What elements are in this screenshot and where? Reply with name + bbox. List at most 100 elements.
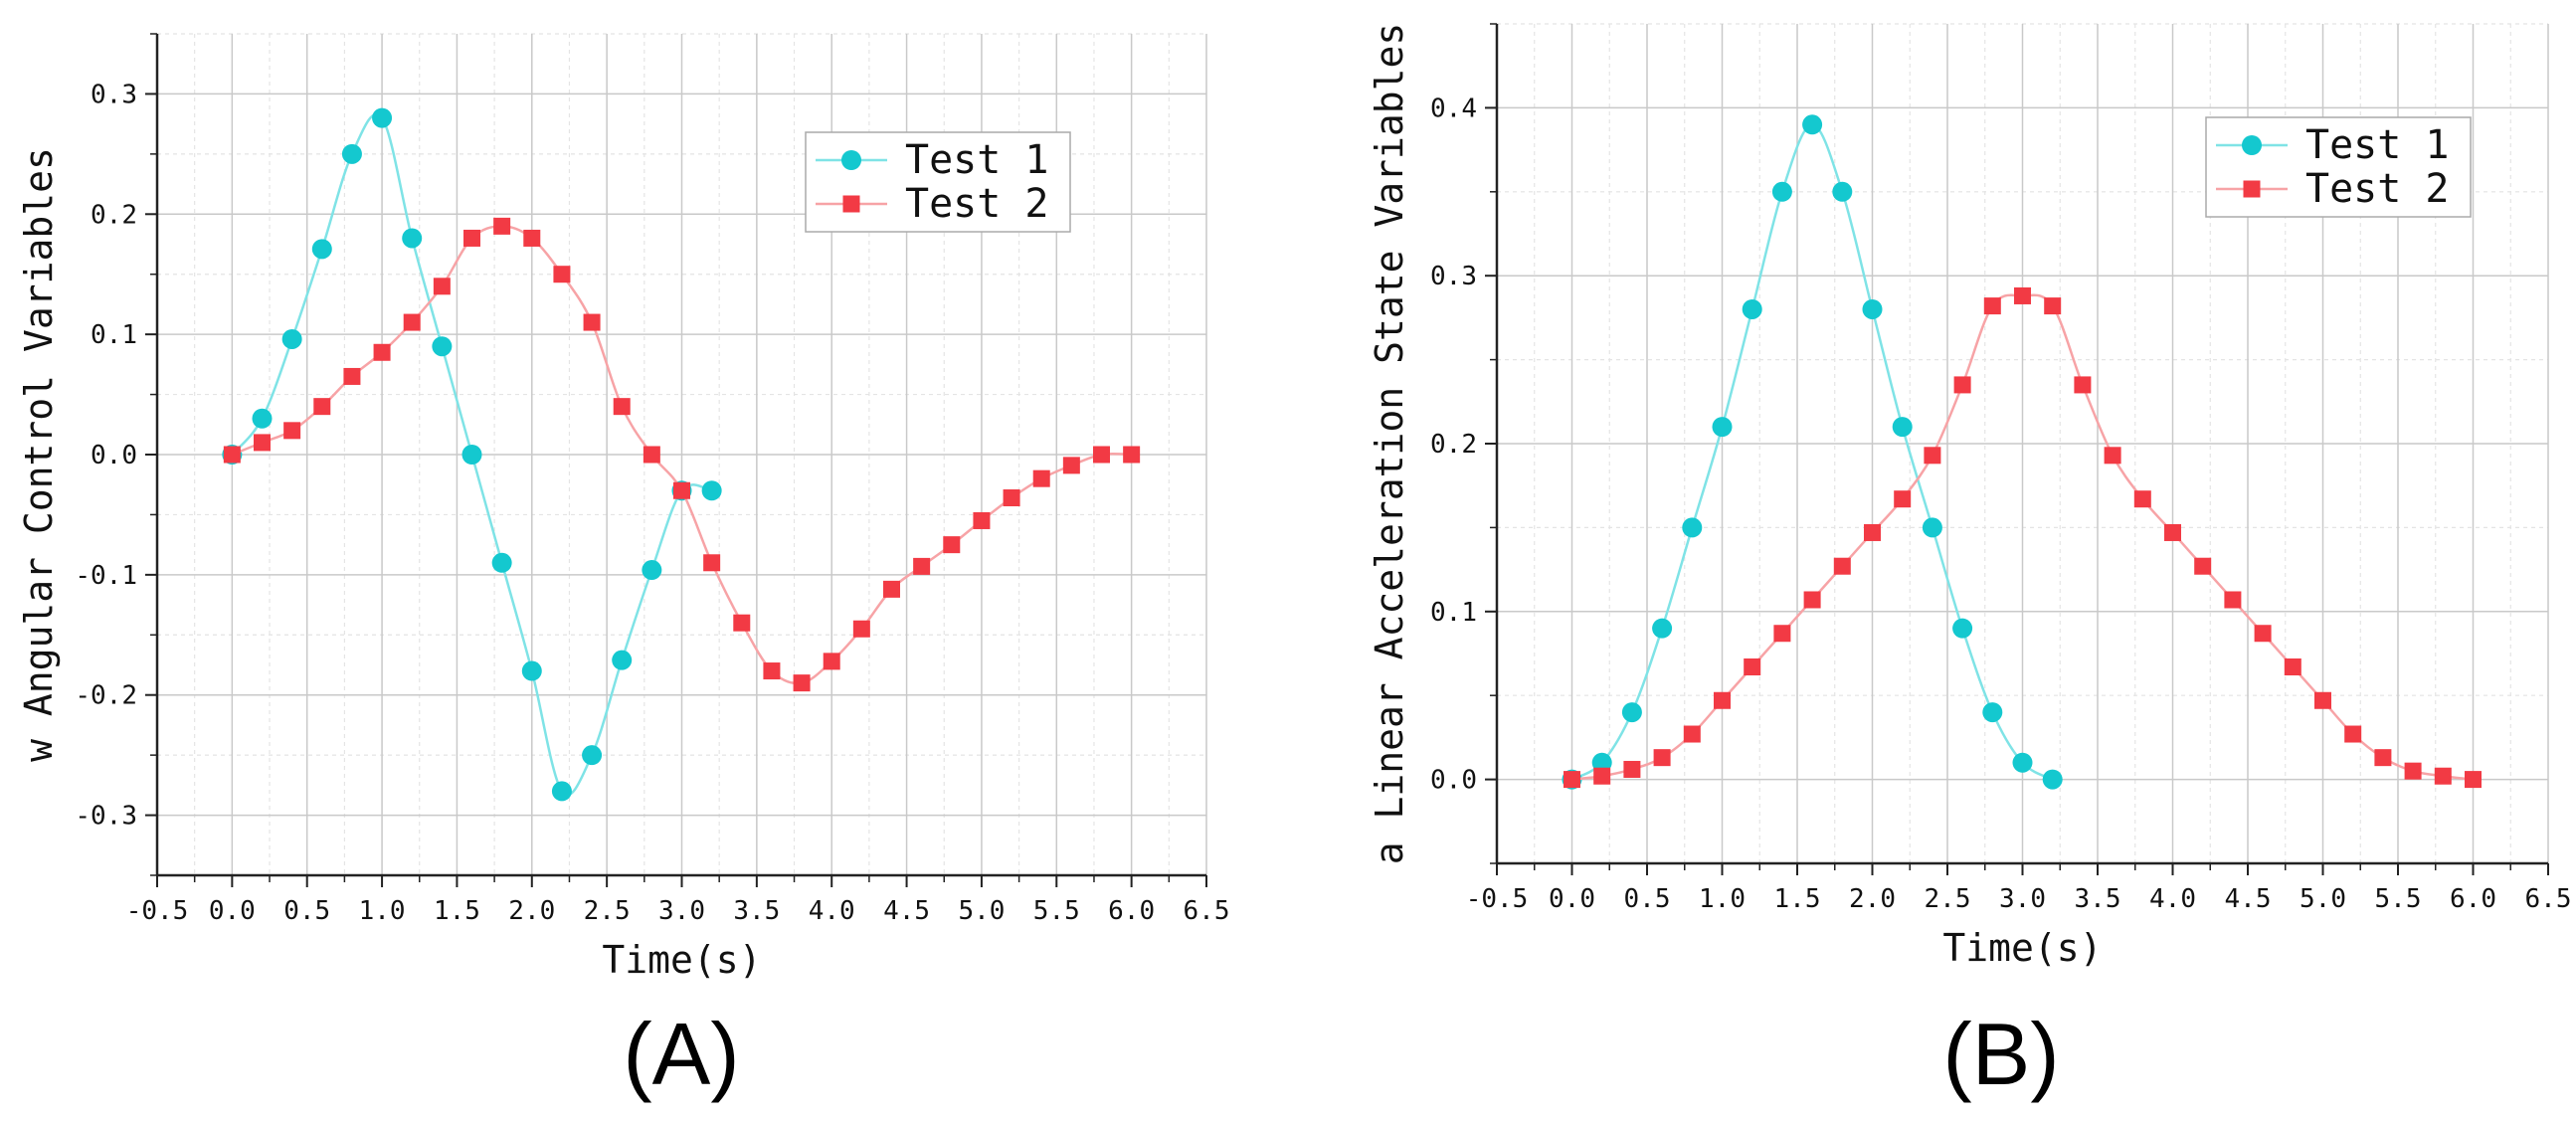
data-point xyxy=(1862,298,1883,319)
data-point xyxy=(1922,517,1942,538)
y-tick-label: 0.3 xyxy=(91,80,137,109)
data-point xyxy=(1742,298,1762,319)
data-point xyxy=(763,662,781,680)
data-point xyxy=(551,781,572,802)
data-point xyxy=(1892,417,1913,438)
data-point xyxy=(2194,557,2212,575)
data-point xyxy=(1803,591,1821,609)
data-point xyxy=(1593,767,1611,785)
y-tick-label: -0.2 xyxy=(75,681,137,711)
x-tick-label: 2.0 xyxy=(508,896,555,926)
legend-marker xyxy=(2242,135,2262,155)
data-point xyxy=(643,446,660,464)
data-point xyxy=(2404,762,2422,780)
x-tick-label: 3.0 xyxy=(1999,884,2046,914)
x-tick-label: 5.0 xyxy=(2300,884,2346,914)
data-point xyxy=(1653,749,1671,767)
y-tick-label: 0.4 xyxy=(1430,94,1477,123)
x-tick-label: 6.0 xyxy=(2450,884,2496,914)
data-point xyxy=(311,239,332,260)
data-point xyxy=(2044,297,2062,315)
data-point xyxy=(1894,490,1912,508)
data-point xyxy=(521,660,542,681)
data-point xyxy=(372,107,393,128)
legend-label: Test 2 xyxy=(2305,166,2450,212)
data-point xyxy=(432,336,453,357)
data-point xyxy=(2133,490,2151,508)
data-point xyxy=(343,367,361,385)
data-point xyxy=(1683,725,1701,743)
data-point xyxy=(1623,760,1641,778)
data-point xyxy=(1983,297,2001,315)
data-point xyxy=(403,313,421,331)
data-point xyxy=(313,398,331,416)
data-point xyxy=(943,536,961,554)
x-tick-label: 3.5 xyxy=(733,896,780,926)
x-tick-label: 4.0 xyxy=(809,896,855,926)
x-tick-label: 4.5 xyxy=(883,896,930,926)
ticks: -0.5 0.0 0.5 1.0 1.5 2.0 2.5 3.0 3.5 4.0 4.5 5.0 5.5… xyxy=(1430,23,2571,914)
data-point xyxy=(283,422,301,440)
data-point xyxy=(612,650,633,670)
data-point xyxy=(2434,767,2452,785)
x-tick-label: 5.0 xyxy=(958,896,1005,926)
y-tick-label: 0.0 xyxy=(1430,766,1477,796)
data-point xyxy=(1682,517,1703,538)
data-point xyxy=(2104,447,2121,465)
x-tick-label: 2.0 xyxy=(1849,884,1896,914)
x-tick-label: 1.5 xyxy=(434,896,480,926)
data-point xyxy=(701,480,722,501)
data-point xyxy=(1564,771,1580,789)
data-point xyxy=(553,266,571,283)
data-point xyxy=(2314,691,2331,709)
data-point xyxy=(2344,725,2362,743)
x-tick-label: 2.5 xyxy=(1925,884,1971,914)
chart-panel-b: -0.5 0.0 0.5 1.0 1.5 2.0 2.5 3.0 3.5 4.0 4.5 5.0 5.5… xyxy=(1368,23,2571,1103)
data-point xyxy=(341,143,362,164)
data-point xyxy=(1032,469,1050,487)
data-point xyxy=(1924,447,1941,465)
x-tick-label: 1.0 xyxy=(1699,884,1746,914)
data-point xyxy=(973,511,991,529)
x-tick-label: 4.0 xyxy=(2149,884,2196,914)
data-point xyxy=(913,557,931,575)
data-point xyxy=(491,552,512,573)
data-point xyxy=(642,560,662,581)
minor-grid xyxy=(157,33,1206,876)
y-tick-label: 0.2 xyxy=(1430,430,1477,460)
series-1 xyxy=(1562,114,2063,790)
data-point xyxy=(402,228,423,249)
data-point xyxy=(1953,376,1971,394)
data-point xyxy=(1123,446,1141,464)
x-axis-title: Time(s) xyxy=(1942,926,2102,970)
x-tick-label: 2.5 xyxy=(584,896,631,926)
data-point xyxy=(2254,625,2272,643)
x-tick-label: 5.5 xyxy=(2375,884,2422,914)
legend-marker xyxy=(842,195,860,213)
x-tick-label: 0.0 xyxy=(209,896,256,926)
data-point xyxy=(493,217,511,235)
data-point xyxy=(1802,114,1823,135)
data-point xyxy=(1714,691,1731,709)
major-grid xyxy=(1496,24,2549,863)
data-point xyxy=(2465,771,2482,789)
data-point xyxy=(1832,181,1853,202)
data-point xyxy=(1744,658,1761,676)
y-tick-label: 0.1 xyxy=(91,320,137,350)
data-point xyxy=(2164,523,2181,541)
data-point xyxy=(1771,181,1792,202)
data-point xyxy=(703,554,721,572)
x-tick-label: 1.0 xyxy=(359,896,406,926)
data-point xyxy=(1621,702,1642,723)
data-point xyxy=(1712,417,1733,438)
x-tick-label: 1.5 xyxy=(1774,884,1821,914)
legend-marker xyxy=(2243,180,2261,198)
legend-label: Test 1 xyxy=(2305,122,2450,168)
series-line xyxy=(1570,123,2054,781)
data-point xyxy=(793,674,811,692)
data-point xyxy=(1003,489,1020,507)
data-point xyxy=(733,614,751,632)
